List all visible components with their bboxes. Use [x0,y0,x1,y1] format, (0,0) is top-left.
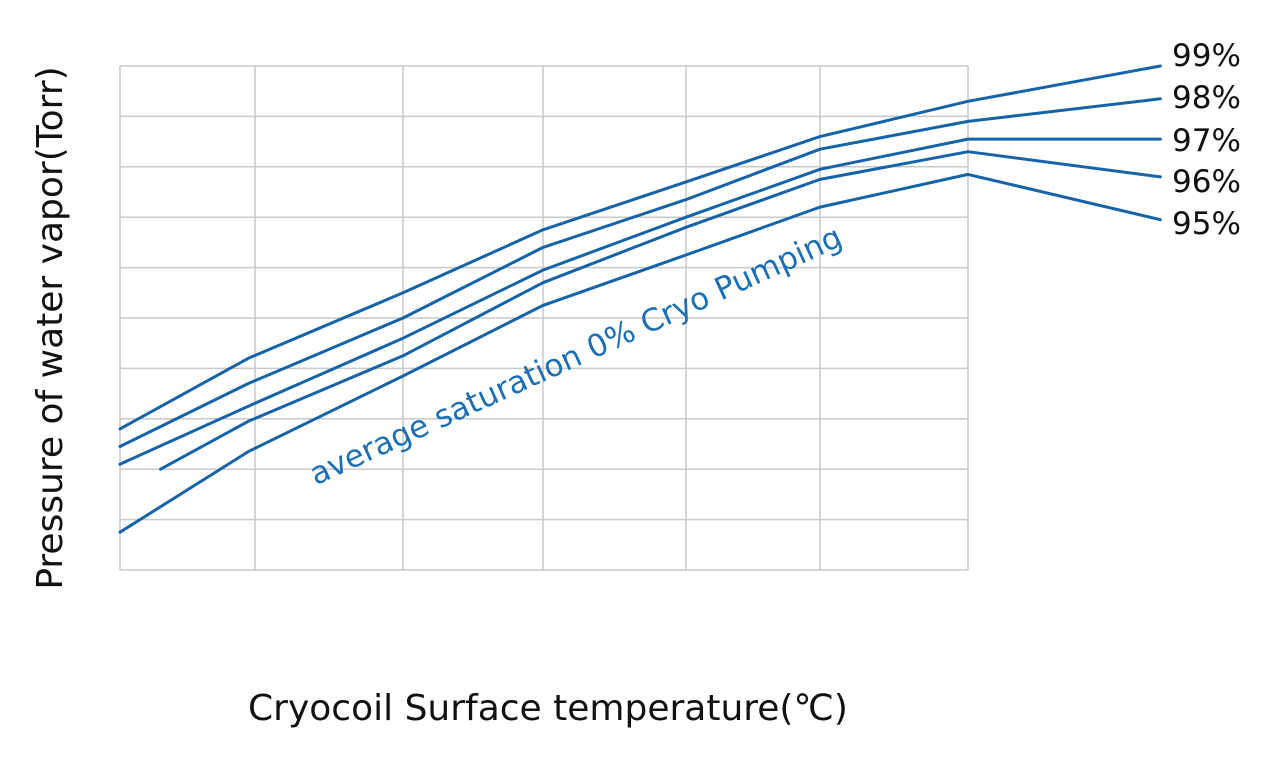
series-line-99pct [118,64,1162,431]
series-label-98pct: 98% [1172,80,1241,116]
series-labels: 99% 98% 97% 96% 95% [1172,38,1241,242]
series-line-97pct [118,137,1162,466]
series-group [118,64,1162,534]
series-line-95pct [118,172,1162,534]
series-label-95pct: 95% [1172,206,1241,242]
x-axis-title: Cryocoil Surface temperature(℃) [248,688,848,729]
series-label-97pct: 97% [1172,123,1241,159]
series-line-96pct [159,150,1162,471]
series-label-99pct: 99% [1172,38,1241,74]
grid [119,65,969,571]
annotation-text: average saturation 0% Cryo Pumping [304,219,848,493]
y-axis-title: Pressure of water vapor(Torr) [30,66,71,589]
series-line-98pct [118,97,1162,448]
series-label-96pct: 96% [1172,164,1241,200]
